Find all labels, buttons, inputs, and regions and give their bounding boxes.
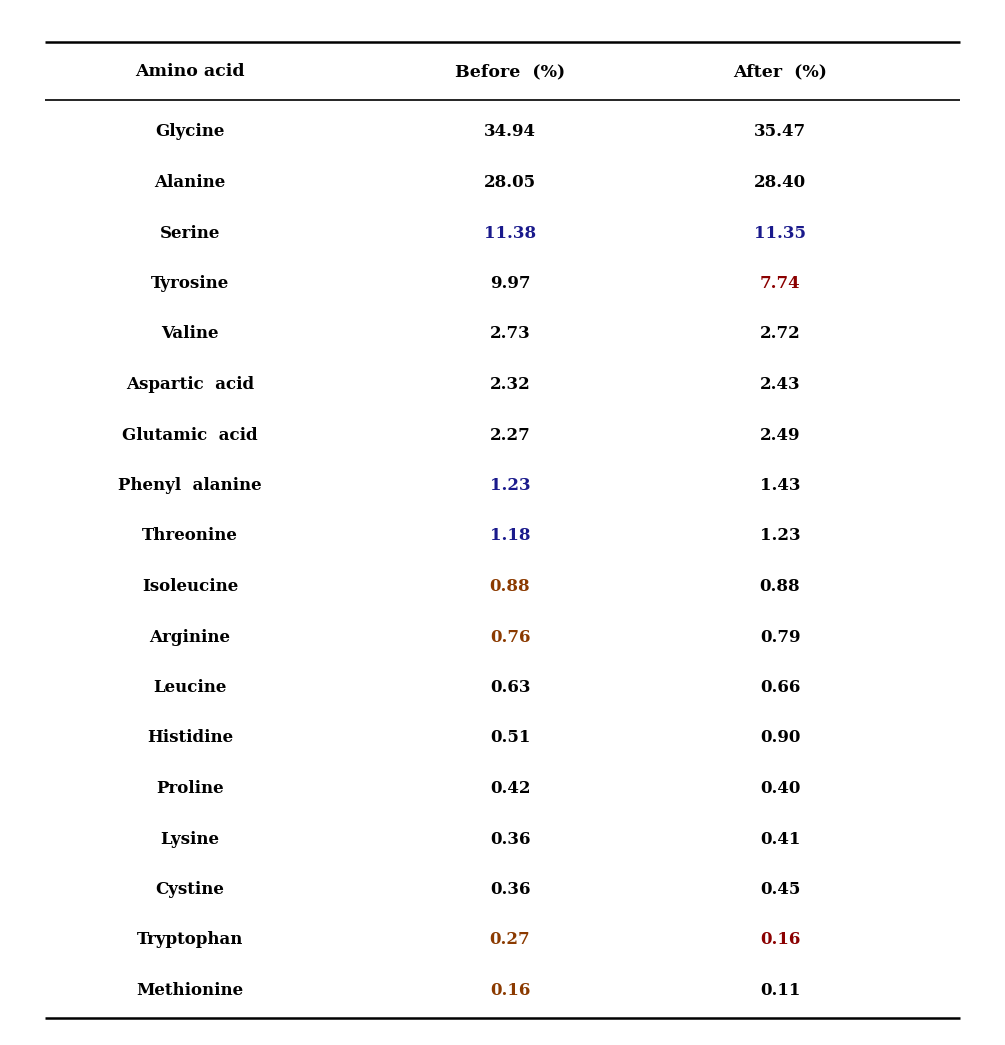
Text: Cystine: Cystine bbox=[156, 881, 224, 898]
Text: 0.16: 0.16 bbox=[489, 982, 531, 999]
Text: Glutamic  acid: Glutamic acid bbox=[123, 426, 258, 443]
Text: 2.49: 2.49 bbox=[760, 426, 800, 443]
Text: 11.35: 11.35 bbox=[754, 225, 806, 241]
Text: 2.32: 2.32 bbox=[489, 376, 531, 393]
Text: 34.94: 34.94 bbox=[484, 123, 536, 140]
Text: 0.45: 0.45 bbox=[760, 881, 800, 898]
Text: Alanine: Alanine bbox=[155, 175, 226, 191]
Text: 0.36: 0.36 bbox=[489, 831, 531, 847]
Text: 2.27: 2.27 bbox=[489, 426, 531, 443]
Text: 0.76: 0.76 bbox=[489, 628, 531, 646]
Text: Histidine: Histidine bbox=[147, 729, 233, 746]
Text: Arginine: Arginine bbox=[150, 628, 230, 646]
Text: Lysine: Lysine bbox=[161, 831, 219, 847]
Text: 2.73: 2.73 bbox=[489, 325, 531, 343]
Text: 28.40: 28.40 bbox=[754, 175, 806, 191]
Text: 2.43: 2.43 bbox=[760, 376, 800, 393]
Text: Threonine: Threonine bbox=[142, 528, 238, 544]
Text: Aspartic  acid: Aspartic acid bbox=[126, 376, 254, 393]
Text: Methionine: Methionine bbox=[137, 982, 243, 999]
Text: Proline: Proline bbox=[156, 780, 224, 797]
Text: 0.40: 0.40 bbox=[760, 780, 800, 797]
Text: Valine: Valine bbox=[161, 325, 219, 343]
Text: 0.79: 0.79 bbox=[760, 628, 800, 646]
Text: 0.27: 0.27 bbox=[489, 931, 531, 949]
Text: 0.63: 0.63 bbox=[489, 679, 531, 696]
Text: 11.38: 11.38 bbox=[484, 225, 536, 241]
Text: 1.43: 1.43 bbox=[760, 477, 800, 494]
Text: 7.74: 7.74 bbox=[760, 275, 800, 292]
Text: 1.18: 1.18 bbox=[489, 528, 531, 544]
Text: Tryptophan: Tryptophan bbox=[137, 931, 243, 949]
Text: 2.72: 2.72 bbox=[760, 325, 800, 343]
Text: 0.90: 0.90 bbox=[760, 729, 800, 746]
Text: 0.88: 0.88 bbox=[760, 578, 800, 595]
Text: 0.11: 0.11 bbox=[760, 982, 800, 999]
Text: 1.23: 1.23 bbox=[760, 528, 800, 544]
Text: 9.97: 9.97 bbox=[489, 275, 531, 292]
Text: 0.51: 0.51 bbox=[489, 729, 531, 746]
Text: 0.41: 0.41 bbox=[760, 831, 800, 847]
Text: Amino acid: Amino acid bbox=[136, 64, 245, 80]
Text: Glycine: Glycine bbox=[156, 123, 225, 140]
Text: Leucine: Leucine bbox=[154, 679, 227, 696]
Text: 0.42: 0.42 bbox=[489, 780, 531, 797]
Text: Serine: Serine bbox=[160, 225, 220, 241]
Text: Isoleucine: Isoleucine bbox=[142, 578, 238, 595]
Text: 28.05: 28.05 bbox=[484, 175, 536, 191]
Text: 0.88: 0.88 bbox=[489, 578, 531, 595]
Text: After  (%): After (%) bbox=[733, 64, 827, 80]
Text: Phenyl  alanine: Phenyl alanine bbox=[119, 477, 262, 494]
Text: 1.23: 1.23 bbox=[489, 477, 531, 494]
Text: 0.66: 0.66 bbox=[760, 679, 800, 696]
Text: 0.36: 0.36 bbox=[489, 881, 531, 898]
Text: 35.47: 35.47 bbox=[754, 123, 806, 140]
Text: 0.16: 0.16 bbox=[760, 931, 800, 949]
Text: Tyrosine: Tyrosine bbox=[151, 275, 229, 292]
Text: Before  (%): Before (%) bbox=[455, 64, 565, 80]
